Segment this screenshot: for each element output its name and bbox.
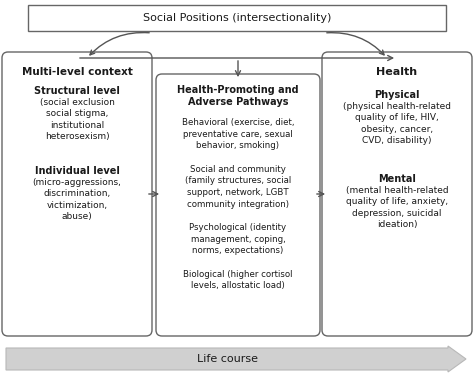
- Text: (mental health-related
quality of life, anxiety,
depression, suicidal
ideation): (mental health-related quality of life, …: [346, 186, 448, 229]
- Text: Health: Health: [376, 67, 418, 77]
- Text: Physical: Physical: [374, 90, 420, 100]
- Text: Behavioral (exercise, diet,
preventative care, sexual
behavior, smoking)

Social: Behavioral (exercise, diet, preventative…: [182, 118, 294, 290]
- Text: (social exclusion
social stigma,
institutional
heterosexism): (social exclusion social stigma, institu…: [39, 98, 114, 141]
- Text: Health-Promoting and
Adverse Pathways: Health-Promoting and Adverse Pathways: [177, 85, 299, 107]
- FancyBboxPatch shape: [28, 5, 446, 31]
- Text: Social Positions (intersectionality): Social Positions (intersectionality): [143, 13, 331, 23]
- Text: Multi-level context: Multi-level context: [21, 67, 132, 77]
- FancyBboxPatch shape: [2, 52, 152, 336]
- Text: Structural level: Structural level: [34, 86, 120, 96]
- Text: (micro-aggressions,
discrimination,
victimization,
abuse): (micro-aggressions, discrimination, vict…: [33, 178, 121, 221]
- FancyBboxPatch shape: [322, 52, 472, 336]
- Text: Mental: Mental: [378, 174, 416, 184]
- Text: Individual level: Individual level: [35, 166, 119, 176]
- FancyBboxPatch shape: [156, 74, 320, 336]
- Text: Life course: Life course: [198, 354, 258, 364]
- FancyArrow shape: [6, 346, 466, 372]
- Text: (physical health-related
quality of life, HIV,
obesity, cancer,
CVD, disability): (physical health-related quality of life…: [343, 102, 451, 146]
